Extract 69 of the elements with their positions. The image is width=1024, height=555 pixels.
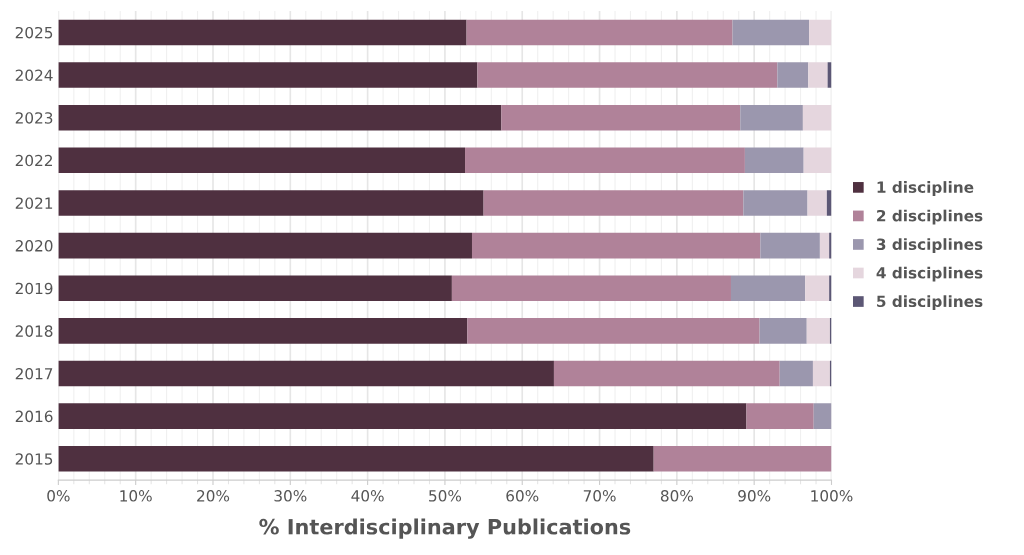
bar — [58, 190, 484, 216]
bar — [465, 147, 745, 174]
bar — [732, 19, 810, 46]
x-tick-label: 20% — [197, 490, 230, 502]
bar — [813, 403, 832, 429]
y-tick-label: 2015 — [15, 453, 53, 465]
bar — [777, 62, 809, 88]
x-tick-label: 90% — [738, 490, 771, 502]
bar — [58, 147, 466, 174]
x-tick-label: 80% — [660, 490, 693, 502]
bar — [58, 360, 554, 387]
bar — [740, 104, 803, 131]
y-tick-label: 2025 — [15, 26, 53, 39]
legend-label: 1 discipline — [877, 181, 974, 196]
bar — [808, 62, 828, 88]
y-tick-label: 2022 — [15, 154, 52, 167]
bar — [746, 403, 814, 429]
y-tick-label: 2023 — [15, 112, 53, 124]
bar — [760, 232, 820, 259]
x-tick-label: 70% — [583, 490, 616, 502]
y-tick-label: 2019 — [15, 282, 53, 295]
y-tick-label: 2018 — [15, 325, 53, 337]
bar — [471, 232, 761, 259]
legend-label: 4 disciplines — [876, 266, 983, 282]
bar — [501, 104, 741, 131]
bar — [812, 360, 830, 387]
y-tick-label: 2016 — [15, 410, 53, 423]
bar — [477, 62, 778, 88]
bar — [58, 275, 452, 302]
bar — [730, 275, 806, 302]
bar — [806, 318, 830, 344]
bar — [809, 19, 832, 46]
y-tick-label: 2017 — [15, 367, 53, 380]
bar — [467, 318, 760, 344]
bar — [653, 445, 832, 472]
legend-label: 3 disciplines — [876, 238, 983, 253]
x-axis-title: % Interdisciplinary Publications — [259, 518, 631, 539]
x-tick-label: 50% — [429, 490, 462, 502]
bar — [802, 104, 832, 131]
bar — [779, 360, 813, 387]
bar — [58, 403, 747, 429]
bar — [451, 275, 731, 302]
bar — [743, 190, 808, 216]
bar — [58, 445, 654, 472]
legend-label: 5 disciplines — [877, 295, 983, 311]
bar — [58, 19, 467, 46]
x-tick-label: 100% — [811, 490, 853, 502]
x-tick-label: 10% — [120, 490, 152, 502]
bar — [807, 190, 827, 216]
y-tick-label: 2020 — [15, 240, 53, 252]
bar — [58, 318, 468, 344]
x-tick-label: 30% — [274, 490, 307, 502]
bar — [58, 232, 472, 259]
legend-label: 2 disciplines — [877, 209, 983, 225]
bar — [466, 19, 733, 46]
bar — [553, 360, 780, 387]
bar — [759, 318, 807, 344]
x-tick-label: 0% — [47, 490, 70, 502]
bar — [805, 275, 830, 302]
bar — [744, 147, 804, 174]
y-tick-label: 2024 — [15, 69, 53, 82]
bar — [483, 190, 744, 216]
bar — [819, 232, 830, 259]
x-tick-label: 60% — [506, 490, 539, 502]
x-tick-label: 40% — [351, 490, 384, 502]
bar — [803, 147, 832, 174]
y-tick-label: 2021 — [15, 197, 53, 209]
bar — [58, 104, 502, 131]
bar — [58, 62, 478, 88]
